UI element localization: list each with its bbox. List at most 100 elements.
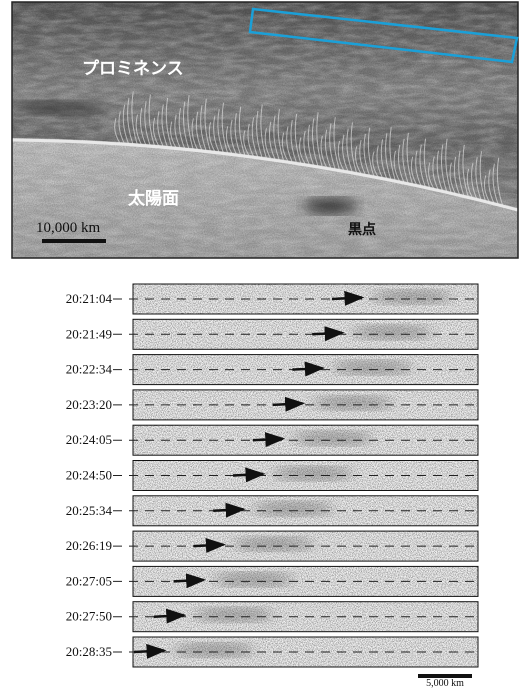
strip-arrow (133, 643, 167, 659)
spicule (492, 163, 499, 205)
strip-feature (233, 537, 314, 552)
sunspot-label: 黒点 (348, 221, 376, 238)
spicule (333, 117, 340, 170)
spicule (393, 150, 400, 182)
spicule (118, 111, 125, 144)
spicule (273, 115, 280, 160)
spicule (294, 113, 302, 163)
spicule (410, 156, 418, 186)
spicule (380, 139, 388, 179)
spicule (475, 157, 482, 201)
spicule (337, 140, 345, 171)
strip: 20:28:35 (66, 636, 479, 668)
strip-arrow (213, 502, 246, 518)
spicule (432, 156, 439, 190)
time-label: 20:27:50 (66, 609, 112, 624)
spicule (277, 109, 284, 161)
spicule (195, 111, 203, 151)
strip-feature (372, 290, 452, 304)
spicule (385, 133, 392, 180)
spicule (139, 107, 147, 146)
scale-bar-label: 10,000 km (36, 220, 101, 236)
strip: 20:23:20 (66, 389, 479, 421)
strip: 20:21:04 (66, 283, 479, 315)
spicule (243, 130, 250, 156)
spicule (256, 110, 263, 158)
spicule (148, 94, 155, 146)
spicule (208, 122, 216, 152)
spicule (213, 115, 220, 152)
time-label: 20:22:34 (66, 362, 113, 377)
strip-feature (174, 643, 254, 657)
spicule (260, 104, 267, 158)
spicule (182, 101, 190, 149)
spicule (122, 104, 130, 144)
spicule (221, 102, 228, 153)
strip-arrow (312, 326, 345, 342)
strip-arrow (153, 608, 187, 624)
strip: 20:27:05 (66, 565, 479, 597)
time-label: 20:21:04 (66, 291, 113, 306)
strip-feature (332, 360, 413, 375)
spicule (483, 175, 491, 203)
time-label: 20:21:49 (66, 326, 112, 341)
time-label: 20:26:19 (66, 538, 112, 553)
strip-feature (292, 431, 373, 446)
spicule (346, 128, 353, 172)
spicule (397, 144, 405, 183)
spicule (389, 127, 396, 181)
spicule (144, 101, 151, 146)
strip: 20:21:49 (66, 318, 479, 350)
strip-feature (193, 607, 274, 622)
time-label: 20:28:35 (66, 644, 112, 659)
spicule (458, 150, 465, 197)
prominence-label: プロミネンス (82, 58, 184, 79)
strip: 20:24:05 (66, 424, 479, 456)
strip-arrow (292, 361, 325, 377)
spicule (496, 157, 504, 206)
strip-arrow (232, 467, 266, 483)
spicule (372, 151, 379, 177)
spicule (303, 131, 310, 165)
spicule (165, 97, 173, 148)
strip: 20:25:34 (66, 495, 479, 527)
strip-arrow (252, 432, 286, 448)
spicule (488, 169, 495, 204)
strip-feature (213, 572, 294, 587)
strip-feature (273, 466, 353, 481)
region-box (248, 7, 519, 64)
spicule (230, 119, 237, 154)
spicule (131, 91, 138, 145)
strip: 20:26:19 (66, 530, 479, 562)
spicule (419, 144, 426, 187)
spicule (191, 118, 198, 150)
strip-arrow (193, 537, 226, 553)
strip-arrow (272, 396, 306, 412)
spicule (428, 162, 435, 189)
strip-arrow (173, 573, 207, 589)
spicule (251, 117, 259, 157)
strip-arrow (331, 290, 365, 306)
spicule (311, 118, 319, 166)
spicule (127, 97, 134, 145)
spicule (359, 139, 366, 175)
spicule (436, 150, 443, 191)
spicule (264, 128, 271, 159)
image-frame (11, 1, 519, 259)
spicule (479, 151, 486, 202)
strip-scale-bar-label: 5,000 km (426, 678, 464, 688)
spicule (281, 132, 289, 162)
time-label: 20:24:05 (66, 432, 112, 447)
spicule (170, 121, 177, 148)
spicule (329, 123, 336, 169)
spicule (453, 156, 461, 195)
spicule (367, 127, 375, 176)
spicule (225, 126, 233, 154)
spicule (307, 124, 314, 166)
strip-feature (253, 501, 334, 516)
spicule (114, 118, 121, 144)
spicule (350, 122, 357, 173)
strip: 20:22:34 (66, 354, 479, 386)
spicule (354, 146, 362, 174)
